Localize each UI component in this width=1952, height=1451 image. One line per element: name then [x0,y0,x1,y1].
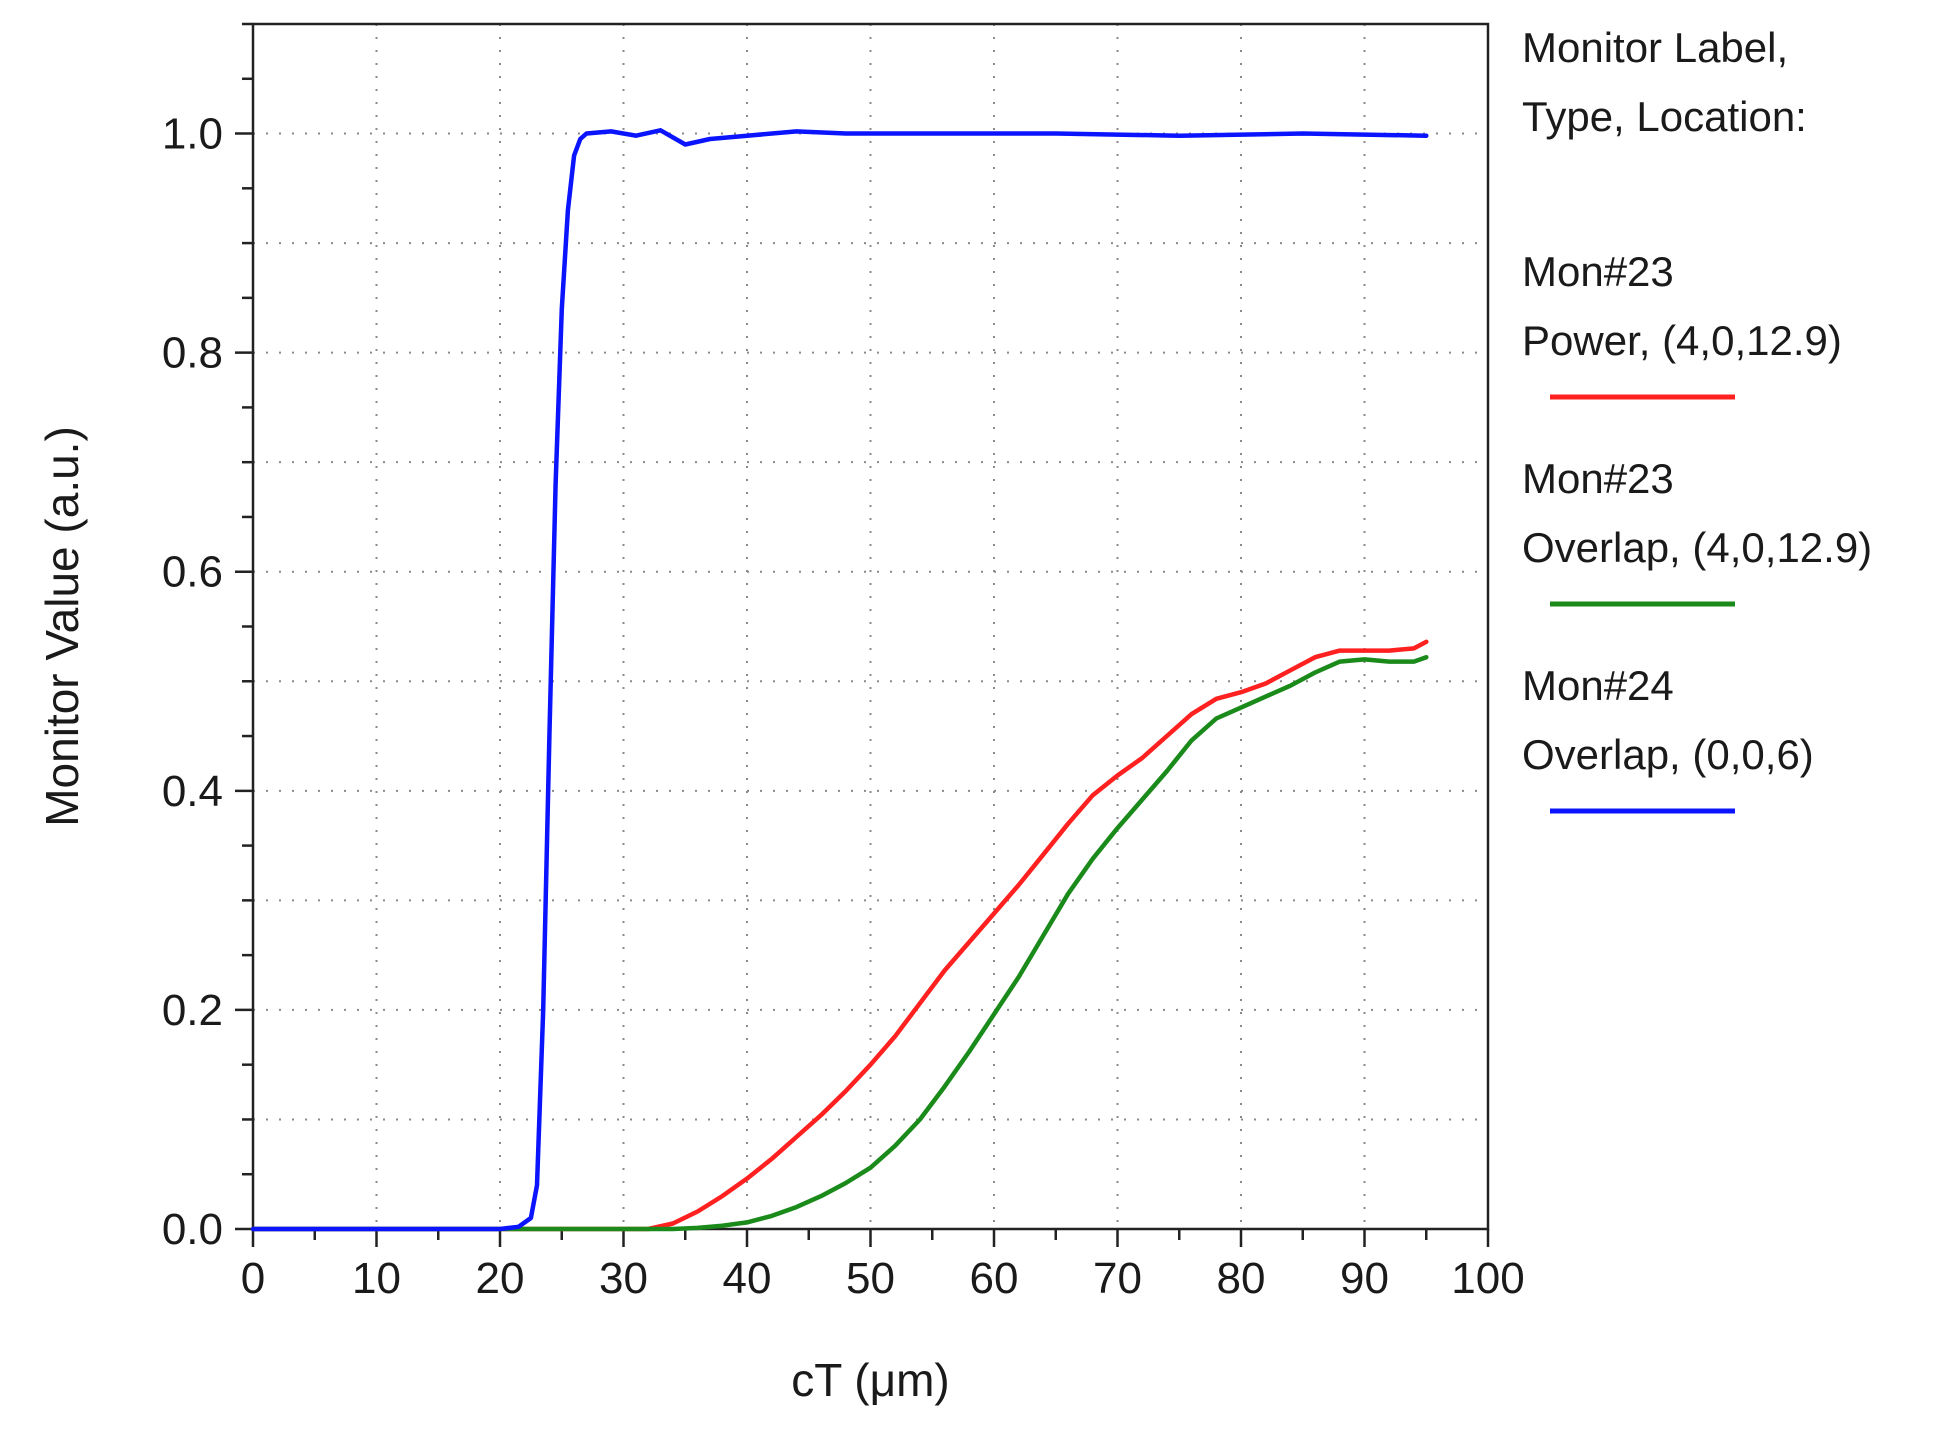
y-tick-label: 0.6 [162,548,223,597]
axis-ticks [235,22,1490,1247]
x-tick-label: 40 [723,1254,772,1303]
x-tick-label: 60 [970,1254,1019,1303]
x-tick-label: 80 [1217,1254,1266,1303]
legend-header: Monitor Label, [1522,24,1788,71]
y-tick-label: 0.8 [162,329,223,378]
y-axis-label: Monitor Value (a.u.) [36,426,88,827]
y-tick-label: 1.0 [162,110,223,159]
legend-entry-type-location: Overlap, (0,0,6) [1522,731,1814,778]
y-tick-label: 0.0 [162,1205,223,1254]
x-tick-label: 50 [846,1254,895,1303]
legend-entry-type-location: Power, (4,0,12.9) [1522,317,1842,364]
legend-entry: Mon#23 Power, (4,0,12.9) [1522,248,1842,400]
legend-entry-monitor: Mon#23 [1522,455,1674,502]
x-axis-label: cT (μm) [791,1354,950,1406]
y-tick-label: 0.4 [162,767,223,816]
series-lines [250,128,1429,1232]
x-tick-label: 100 [1451,1254,1524,1303]
legend-entry: Mon#24 Overlap, (0,0,6) [1522,662,1814,814]
legend-entry: Mon#23 Overlap, (4,0,12.9) [1522,455,1872,607]
grid-lines [253,24,1488,1229]
legend-entry-monitor: Mon#24 [1522,662,1674,709]
x-tick-label: 10 [352,1254,401,1303]
series-line-2 [250,654,1429,1232]
legend-header: Type, Location: [1522,93,1807,140]
series-line-3 [250,128,1429,1232]
x-tick-label: 30 [599,1254,648,1303]
x-tick-label: 0 [241,1254,265,1303]
x-tick-label: 70 [1093,1254,1142,1303]
x-tick-label: 20 [476,1254,525,1303]
tick-labels: 0 10 20 30 40 50 60 70 80 90 100 0.0 0.2 0.4 0.6 0.8 1.0 [162,110,1525,1303]
y-tick-label: 0.2 [162,986,223,1035]
x-tick-label: 90 [1340,1254,1389,1303]
plot-area-frame [251,22,1490,1231]
legend-entry-type-location: Overlap, (4,0,12.9) [1522,524,1872,571]
legend: Monitor Label, Type, Location: Mon#23 Pow… [1522,24,1872,814]
legend-entry-monitor: Mon#23 [1522,248,1674,295]
series-line-1 [250,639,1429,1232]
